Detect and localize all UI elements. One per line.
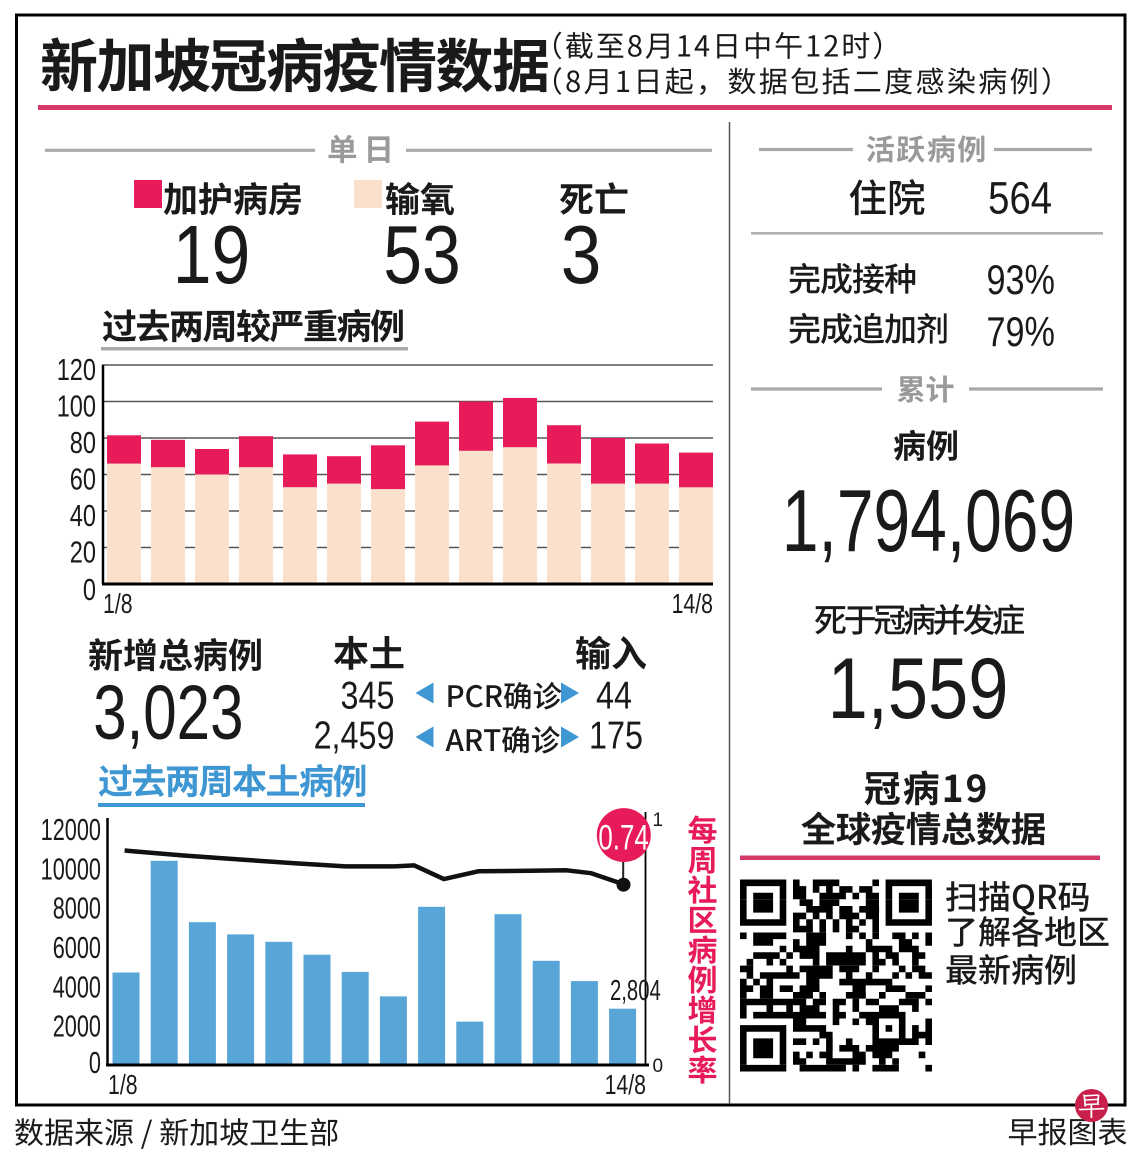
svg-text:80: 80 [70, 425, 96, 460]
svg-text:1,559: 1,559 [828, 640, 1009, 736]
svg-text:14/8: 14/8 [605, 1069, 646, 1101]
svg-text:2,459: 2,459 [314, 714, 395, 757]
svg-text:44: 44 [596, 674, 632, 717]
svg-text:0: 0 [653, 1056, 664, 1077]
svg-text:564: 564 [988, 173, 1052, 224]
svg-text:3: 3 [561, 208, 602, 301]
svg-text:2000: 2000 [53, 1009, 101, 1044]
svg-text:3,023: 3,023 [93, 669, 243, 756]
svg-text:79%: 79% [986, 310, 1055, 356]
svg-text:4000: 4000 [53, 969, 101, 1004]
svg-text:100: 100 [57, 388, 96, 423]
svg-text:6000: 6000 [53, 930, 101, 965]
svg-text:0: 0 [83, 572, 96, 607]
svg-text:40: 40 [70, 498, 96, 533]
svg-text:175: 175 [589, 714, 643, 757]
svg-text:8000: 8000 [53, 891, 101, 926]
svg-text:53: 53 [383, 209, 461, 301]
svg-text:120: 120 [57, 352, 96, 387]
svg-text:1,794,069: 1,794,069 [782, 470, 1075, 570]
svg-text:10000: 10000 [41, 851, 101, 886]
svg-text:19: 19 [173, 209, 251, 301]
svg-text:12000: 12000 [41, 812, 101, 847]
svg-text:20: 20 [70, 534, 96, 569]
svg-text:14/8: 14/8 [672, 588, 713, 620]
svg-text:345: 345 [341, 674, 395, 717]
svg-text:0.74: 0.74 [598, 818, 648, 858]
svg-text:60: 60 [70, 461, 96, 496]
svg-text:0: 0 [89, 1045, 101, 1080]
svg-text:1/8: 1/8 [103, 588, 133, 620]
svg-text:93%: 93% [986, 258, 1055, 304]
svg-text:1: 1 [653, 810, 664, 831]
svg-text:2,804: 2,804 [610, 975, 661, 1007]
svg-text:1/8: 1/8 [108, 1069, 138, 1101]
